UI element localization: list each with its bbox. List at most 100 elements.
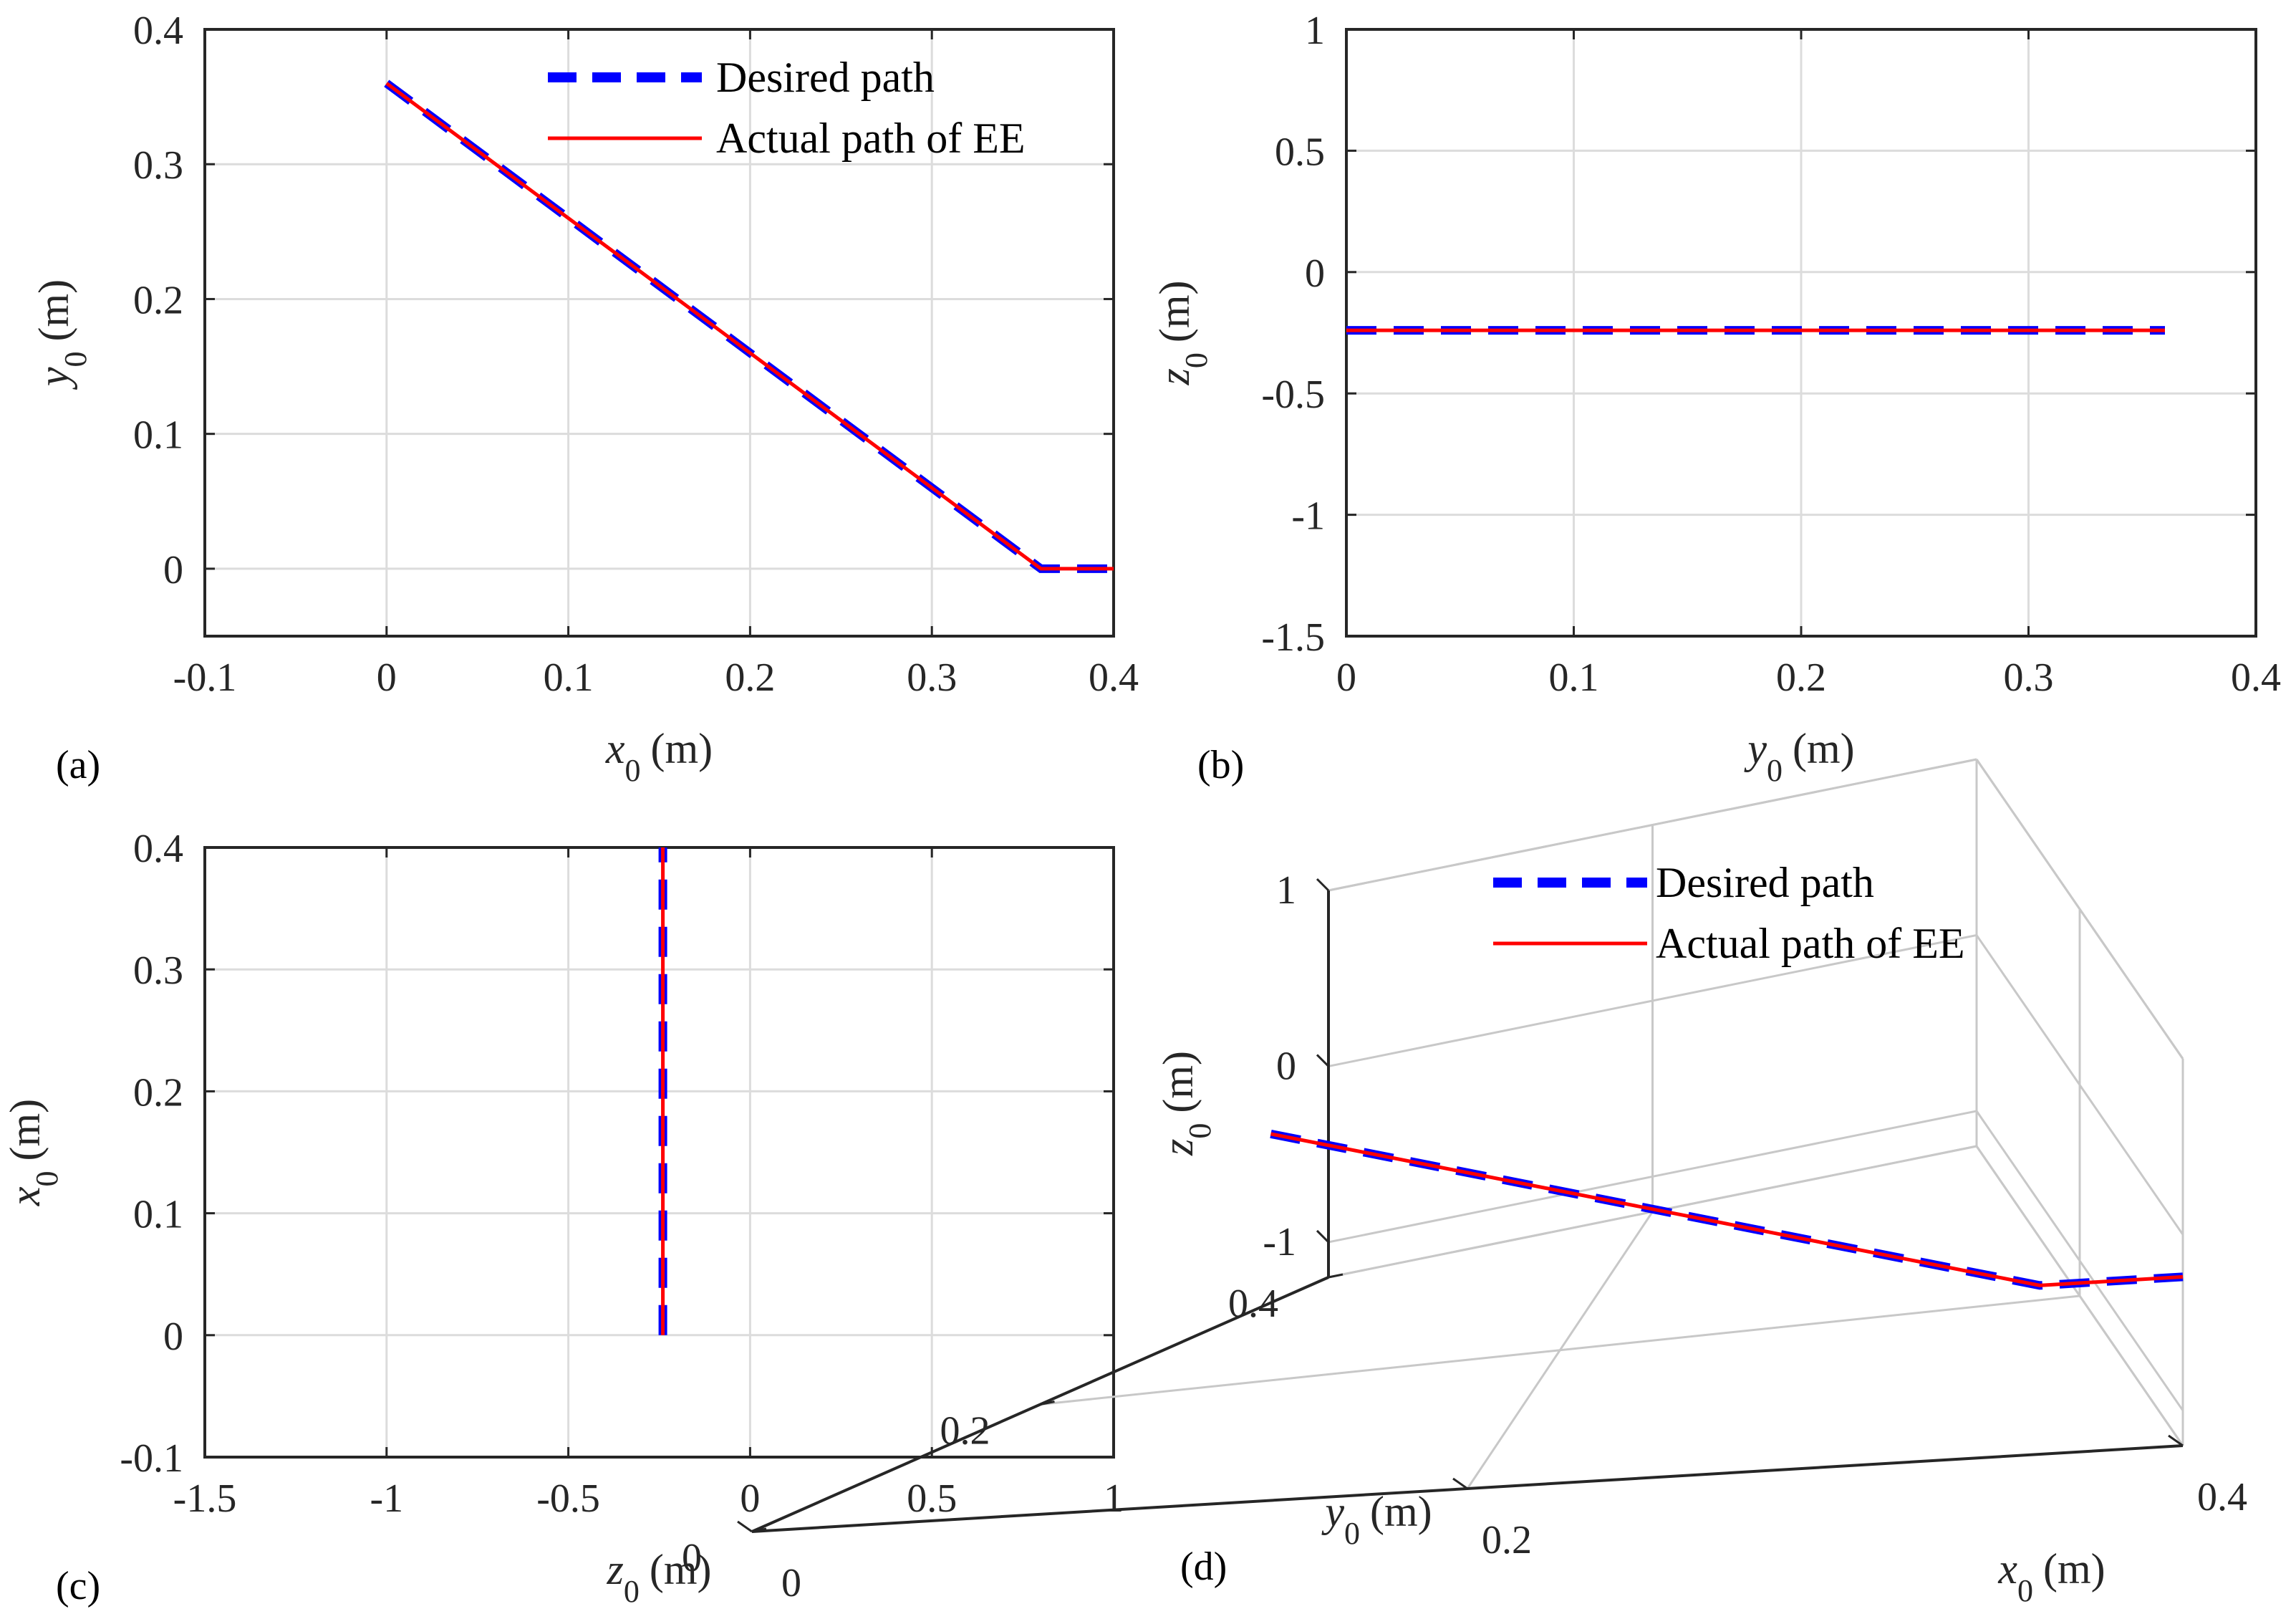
legend-desired-label: Desired path — [1656, 859, 1874, 906]
panel-c: -1.5 -1 -0.5 0 0.5 1-0.100.10.20.30.4z0 (m)x0(… — [1, 827, 1124, 1609]
x-tick-label: 0.2 — [725, 655, 775, 700]
y-tick-label: 1 — [1305, 9, 1325, 53]
x-tick-label: 0.2 — [1776, 655, 1826, 700]
y-axis-label-unit: (m) — [1, 1099, 49, 1161]
x-axis-label-symbol: x — [1997, 1545, 2017, 1592]
y-axis-label-symbol: y — [30, 367, 77, 390]
y-tick-label: -0.5 — [1261, 373, 1325, 417]
x-tick-label: 0.1 — [1549, 655, 1599, 700]
x-tick-label: -0.5 — [536, 1476, 600, 1521]
x-tick-mark — [1452, 1477, 1468, 1490]
panel-letter: (d) — [1180, 1544, 1227, 1589]
x-axis-label-symbol: y — [1743, 725, 1767, 772]
x-tick-label: 1 — [1104, 1476, 1124, 1521]
z-tick-mark — [1316, 1229, 1330, 1243]
legend-actual-label: Actual path of EE — [716, 115, 1026, 162]
y-tick-label: -1 — [1291, 494, 1325, 539]
y-axis-label: x0 (m) — [1, 1099, 64, 1206]
y-tick-mark — [1040, 1401, 1055, 1406]
x-axis-label: x0 (m) — [1997, 1545, 2105, 1608]
y-tick-label: 0 — [163, 548, 183, 592]
x-axis-label-subscript: 0 — [625, 753, 641, 788]
x-tick-label: 0.4 — [1089, 655, 1139, 700]
legend-desired-label: Desired path — [716, 54, 935, 101]
x-axis-label-unit: (m) — [2043, 1545, 2106, 1592]
gridline-y — [1040, 1294, 2080, 1406]
x-tick-mark — [737, 1520, 753, 1533]
z-tick-mark — [1316, 1054, 1330, 1067]
x-axis-label-subscript: 0 — [1767, 753, 1783, 788]
y-axis-label: y0 (m) — [30, 279, 93, 390]
legend-actual-label: Actual path of EE — [1656, 920, 1965, 967]
actual-path-line — [385, 82, 1114, 571]
y-tick-label: 0.1 — [133, 1193, 183, 1237]
x-axis-label-subscript: 0 — [624, 1574, 640, 1609]
y-axis-label-subscript: 0 — [1344, 1516, 1360, 1551]
x-tick-label: 0 — [740, 1476, 760, 1521]
y-axis-label-symbol: z — [1151, 368, 1198, 385]
y-tick-label: 0.2 — [133, 278, 183, 322]
panel-letter: (a) — [56, 743, 100, 787]
y-axis-label-unit: (m) — [1370, 1488, 1432, 1535]
y-tick-label: 0.2 — [133, 1070, 183, 1115]
x-tick-label: 0.3 — [2004, 655, 2054, 700]
y-tick-label: 0.5 — [1275, 130, 1325, 174]
y-tick-label: 0.3 — [133, 143, 183, 188]
x-tick-label: 0 — [377, 655, 397, 700]
x-axis-label: x0 (m) — [605, 725, 713, 788]
panel-letter: (b) — [1197, 743, 1244, 787]
y-axis-label-subscript: 0 — [1179, 352, 1214, 368]
z-axis-label: z0 (m) — [1154, 1051, 1217, 1156]
x-axis-label-unit: (m) — [651, 725, 713, 772]
x-axis-label: y0 (m) — [1743, 725, 1854, 788]
x-tick-label: 0.2 — [1482, 1518, 1532, 1562]
y-axis-label-unit: (m) — [1151, 281, 1198, 343]
y-axis-label-subscript: 0 — [58, 352, 93, 367]
z-tick-label: 0 — [1276, 1044, 1296, 1088]
x-tick-label: 0.4 — [2197, 1475, 2247, 1519]
actual-path-line — [1270, 1132, 2184, 1287]
z-tick-label: 1 — [1276, 868, 1296, 913]
x-tick-label: -1 — [370, 1476, 403, 1521]
x-tick-label: 0.1 — [544, 655, 594, 700]
y-tick-label: 0 — [1305, 251, 1325, 296]
x-tick-label: 0 — [1336, 655, 1356, 700]
x-axis-label-symbol: z — [607, 1546, 624, 1593]
x-tick-label: 0.3 — [907, 655, 957, 700]
y-tick-label: -1.5 — [1261, 615, 1325, 660]
z-axis-label-symbol: z — [1154, 1139, 1202, 1156]
x-tick-label: -0.1 — [173, 655, 237, 700]
y-axis-label-symbol: y — [1321, 1488, 1344, 1535]
x-tick-mark — [2168, 1434, 2184, 1447]
z-tick-mark — [1316, 878, 1330, 892]
x-tick-label: 0.4 — [2231, 655, 2281, 700]
x-axis-label: z0 (m) — [607, 1546, 712, 1609]
y-axis-label: z0 (m) — [1151, 281, 1214, 386]
x-tick-label: 0 — [781, 1561, 801, 1605]
z-axis-label-unit: (m) — [1154, 1051, 1202, 1113]
y-tick-label: 0.4 — [1228, 1282, 1278, 1326]
y-axis-label: y0 (m) — [1321, 1488, 1432, 1551]
y-tick-label: 0 — [682, 1536, 702, 1580]
desired-path-line — [1270, 1129, 2184, 1290]
y-tick-label: 0.3 — [133, 948, 183, 993]
y-tick-label: 0.4 — [133, 827, 183, 871]
y-axis-label-symbol: x — [1, 1186, 49, 1206]
y-axis-label-subscript: 0 — [29, 1171, 64, 1187]
y-tick-label: 0.4 — [133, 9, 183, 53]
axes-frame — [203, 28, 1115, 638]
x-tick-label: 0.5 — [907, 1476, 957, 1521]
y-tick-mark — [1328, 1273, 1344, 1279]
z-axis-label-subscript: 0 — [1182, 1123, 1217, 1139]
x-tick-label: -1.5 — [173, 1476, 237, 1521]
y-tick-label: 0.2 — [940, 1409, 990, 1454]
y-tick-label: 0.1 — [133, 413, 183, 458]
y-tick-label: -0.1 — [120, 1436, 183, 1481]
x-axis-label-symbol: x — [605, 725, 625, 772]
y-tick-mark — [751, 1527, 767, 1533]
z-tick-label: -1 — [1263, 1220, 1296, 1264]
y-axis-label-unit: (m) — [30, 279, 77, 342]
